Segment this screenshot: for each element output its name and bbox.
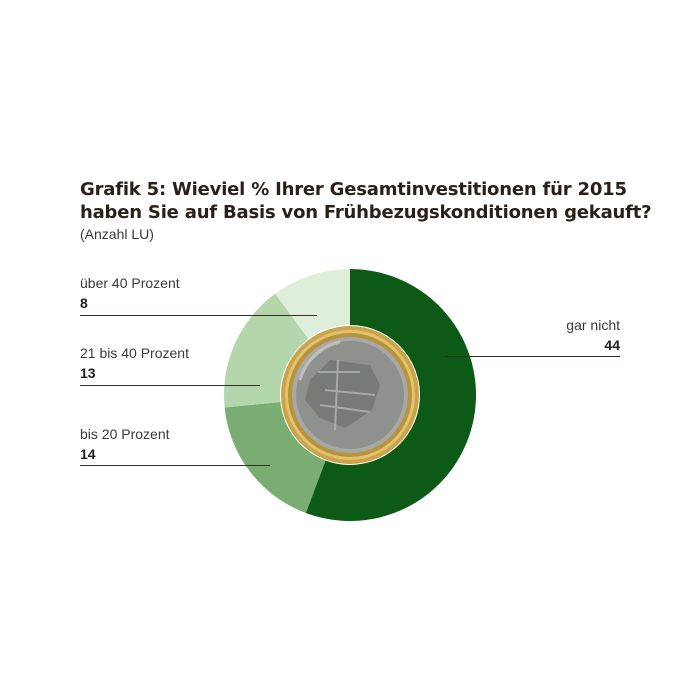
value-bis-20: 14 xyxy=(80,446,96,462)
label-ueber-40: über 40 Prozent xyxy=(80,275,180,291)
leader-line-bis-20 xyxy=(80,465,270,466)
leader-line-ueber-40 xyxy=(80,315,317,316)
chart-title: Grafik 5: Wieviel % Ihrer Gesamtinvestit… xyxy=(80,179,652,223)
slice-bis-20 xyxy=(224,401,326,514)
slice-21-bis-40 xyxy=(224,293,309,408)
label-gar-nicht: gar nicht xyxy=(566,317,620,333)
leader-line-gar-nicht xyxy=(445,356,620,357)
label-bis-20: bis 20 Prozent xyxy=(80,426,170,442)
euro-coin-icon xyxy=(281,326,419,464)
slice-gar-nicht xyxy=(305,269,477,521)
leader-line-21-bis-40 xyxy=(80,385,260,386)
value-21-bis-40: 13 xyxy=(80,365,96,381)
donut-slices xyxy=(224,269,477,521)
value-ueber-40: 8 xyxy=(80,295,88,311)
slice-ueber-40 xyxy=(275,269,350,339)
label-21-bis-40: 21 bis 40 Prozent xyxy=(80,345,189,361)
chart-subtitle: (Anzahl LU) xyxy=(80,226,154,242)
value-gar-nicht: 44 xyxy=(604,337,620,353)
